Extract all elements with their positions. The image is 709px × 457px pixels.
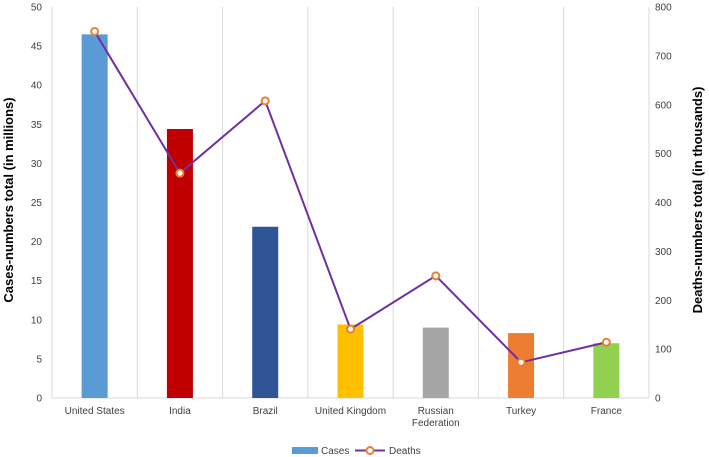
tick-label-right: 400	[655, 198, 672, 209]
right-axis-ticks: 0 100 200 300 400 500 600 700 800	[655, 3, 672, 405]
category-label: United Kingdom	[315, 406, 386, 417]
tick-label-left: 25	[31, 198, 43, 209]
tick-label-right: 600	[655, 100, 672, 111]
tick-label-right: 300	[655, 247, 672, 258]
deaths-line-layer	[90, 26, 611, 367]
point-deaths	[90, 26, 100, 36]
point-deaths	[431, 271, 441, 281]
tick-label-right: 800	[655, 3, 672, 14]
tick-label-left: 50	[31, 3, 43, 14]
bars	[81, 34, 620, 399]
tick-label-left: 15	[31, 276, 43, 287]
bar-cases	[252, 226, 279, 398]
tick-label-right: 700	[655, 51, 672, 62]
point-deaths	[175, 168, 185, 178]
category-label: Brazil	[253, 406, 278, 417]
category-label: United States	[65, 406, 125, 417]
tick-label-left: 20	[31, 237, 43, 248]
bar-cases	[81, 34, 108, 399]
bar-cases	[422, 327, 449, 398]
legend-label-cases: Cases	[321, 446, 349, 457]
category-label: France	[591, 406, 623, 417]
tick-label-left: 10	[31, 315, 43, 326]
point-deaths	[260, 96, 270, 106]
point-deaths	[346, 324, 355, 334]
category-labels: United States India Brazil United Kingdom Ru…	[65, 406, 623, 429]
tick-label-right: 500	[655, 149, 672, 160]
tick-label-left: 0	[36, 394, 42, 405]
tick-label-left: 35	[31, 120, 43, 131]
tick-label-right: 200	[655, 296, 672, 307]
tick-label-right: 0	[655, 394, 661, 405]
y-axis-title-right: Deaths-numbers total (in thousands)	[690, 87, 705, 314]
bar-cases	[593, 343, 620, 398]
tick-label-left: 40	[31, 81, 43, 92]
legend-label-deaths: Deaths	[389, 446, 421, 457]
point-deaths	[601, 337, 611, 347]
y-axis-title-left: Cases-numbers total (in millions)	[1, 97, 16, 302]
tick-label-left: 45	[31, 42, 43, 53]
legend-swatch-cases	[292, 447, 318, 454]
tick-label-left: 5	[36, 354, 42, 365]
category-label: Turkey	[506, 406, 536, 417]
tick-label-left: 30	[31, 159, 43, 170]
point-deaths	[516, 357, 526, 367]
bar-cases	[337, 324, 364, 398]
category-label: Russian Federation	[412, 406, 460, 429]
tick-label-right: 100	[655, 345, 672, 356]
legend-marker-deaths	[365, 446, 375, 455]
legend: Cases Deaths	[292, 446, 421, 457]
category-label: India	[169, 406, 191, 417]
left-axis-ticks: 0 5 10 15 20 25 30 35 40 45 50	[31, 3, 43, 405]
